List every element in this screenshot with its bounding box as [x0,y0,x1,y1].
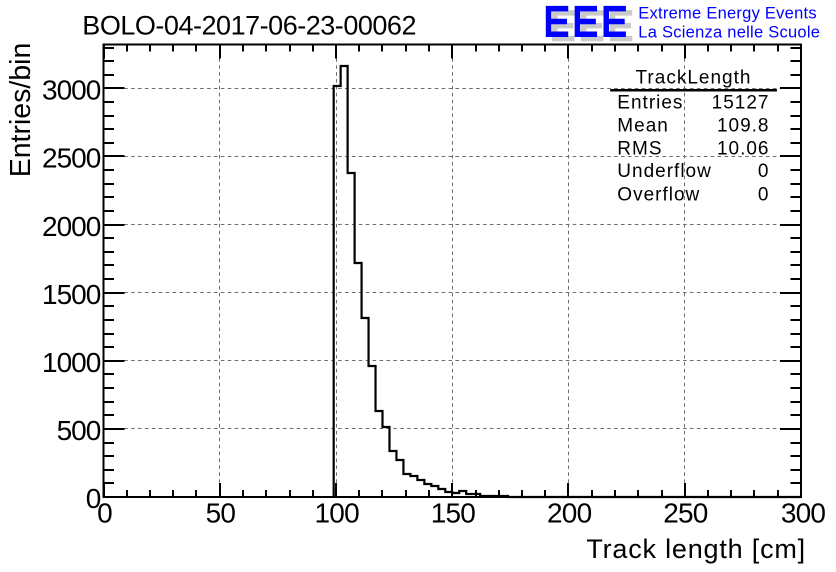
svg-text:TrackLength: TrackLength [636,68,752,89]
svg-text:3000: 3000 [42,75,101,106]
svg-text:0: 0 [758,184,770,205]
svg-text:0: 0 [758,161,770,182]
svg-text:Extreme Energy Events: Extreme Energy Events [638,5,817,23]
svg-text:Track length [cm]: Track length [cm] [586,534,806,564]
svg-text:1000: 1000 [42,347,101,378]
svg-text:2000: 2000 [42,211,101,242]
svg-text:10.06: 10.06 [717,138,770,159]
svg-text:200: 200 [547,498,592,529]
svg-text:RMS: RMS [617,138,662,159]
svg-text:0: 0 [86,483,101,514]
svg-text:Overflow: Overflow [617,184,700,205]
svg-text:Underflow: Underflow [617,161,712,182]
svg-text:15127: 15127 [712,93,770,114]
svg-text:Entries/bin: Entries/bin [5,43,37,178]
svg-text:100: 100 [315,498,360,529]
svg-text:300: 300 [781,498,826,529]
svg-text:150: 150 [431,498,476,529]
svg-text:250: 250 [663,498,708,529]
svg-text:500: 500 [57,415,101,446]
svg-text:Mean: Mean [617,115,669,136]
svg-text:1500: 1500 [42,279,101,310]
svg-text:La Scienza nelle Scuole: La Scienza nelle Scuole [638,24,820,42]
svg-text:2500: 2500 [42,143,101,174]
svg-text:109.8: 109.8 [717,115,770,136]
svg-text:0: 0 [97,498,112,529]
svg-text:50: 50 [206,498,236,529]
svg-text:Entries: Entries [617,93,683,114]
svg-text:BOLO-04-2017-06-23-00062: BOLO-04-2017-06-23-00062 [82,11,416,41]
